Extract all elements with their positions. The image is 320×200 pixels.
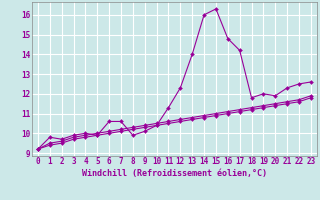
X-axis label: Windchill (Refroidissement éolien,°C): Windchill (Refroidissement éolien,°C): [82, 169, 267, 178]
